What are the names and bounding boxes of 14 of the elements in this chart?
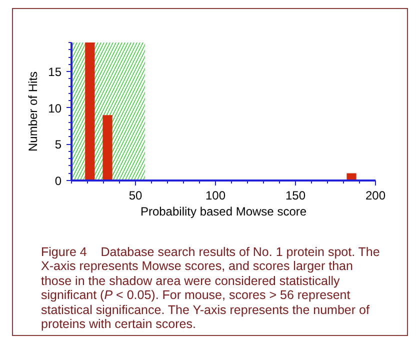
x-axis-title: Probability based Mowse score bbox=[140, 204, 307, 218]
y-axis-title: Number of Hits bbox=[26, 71, 40, 152]
y-tick-label: 5 bbox=[54, 138, 62, 152]
caption: Figure 4 Database search results of No. 1 protein spot. The X-axis represents Mowse scores, and scores larger than those in the shadow area were considered statistically significant (P < 0.05). For mouse, scores > 56 represent statistical significance. The Y-axis represents the number of proteins with certain scores. bbox=[41, 245, 381, 332]
x-tick-label: 150 bbox=[285, 188, 306, 202]
y-tick-label: 0 bbox=[54, 174, 62, 188]
bar bbox=[102, 115, 112, 180]
x-tick-label: 100 bbox=[205, 188, 226, 202]
bar bbox=[346, 173, 356, 180]
x-tick-label: 50 bbox=[128, 188, 142, 202]
bar bbox=[85, 42, 95, 180]
x-tick-label: 200 bbox=[365, 188, 386, 202]
y-tick-label: 15 bbox=[48, 65, 62, 80]
y-tick-label: 10 bbox=[48, 101, 62, 116]
